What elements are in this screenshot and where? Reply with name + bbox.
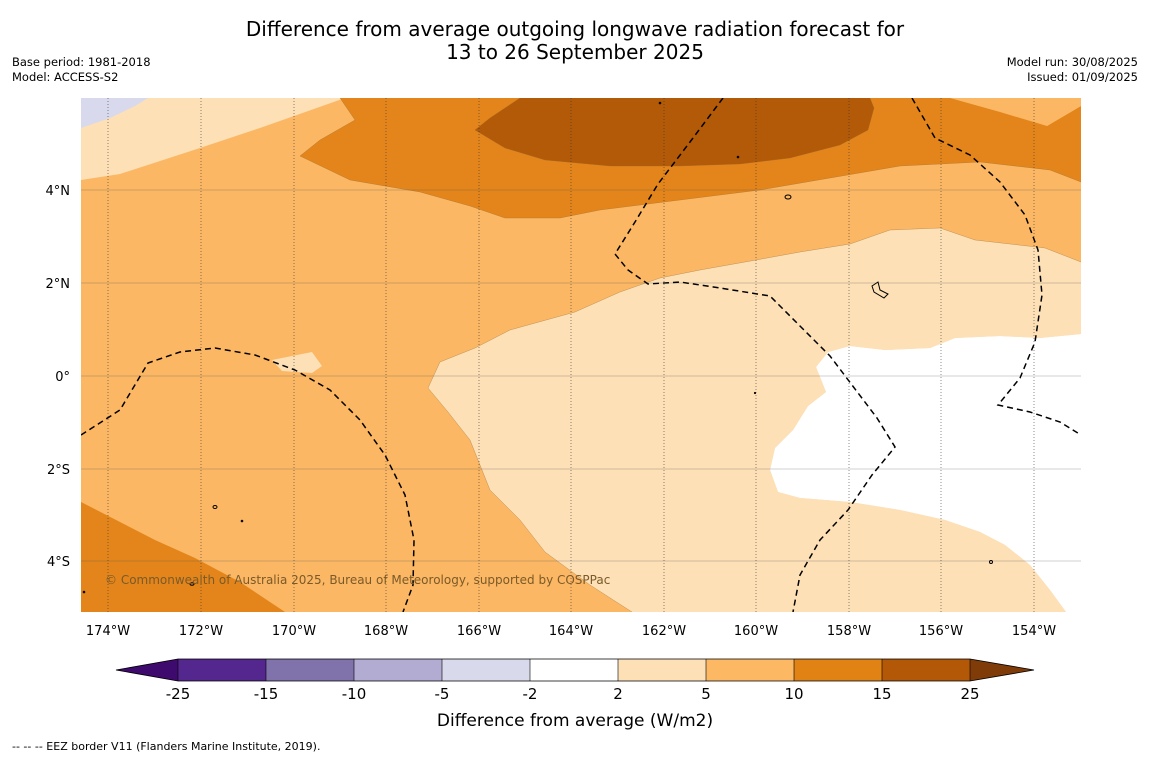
colorbar-segment bbox=[442, 659, 530, 681]
colorbar-segment bbox=[178, 659, 266, 681]
colorbar-segment bbox=[530, 659, 618, 681]
colorbar-tick: -5 bbox=[435, 685, 450, 703]
latitude-labels: 4°N 2°N 0° 2°S 4°S bbox=[46, 184, 71, 570]
colorbar-tick: -10 bbox=[342, 685, 367, 703]
colorbar-segment bbox=[618, 659, 706, 681]
anomaly-15-25-core bbox=[475, 98, 874, 166]
lon-label: 170°W bbox=[272, 624, 316, 639]
meta-right: Model run: 30/08/2025 Issued: 01/09/2025 bbox=[1007, 55, 1138, 85]
anomaly-10-15-southwest bbox=[81, 502, 285, 612]
eez-borders bbox=[81, 98, 1081, 612]
title-line-2: 13 to 26 September 2025 bbox=[446, 40, 704, 64]
model-name: Model: ACCESS-S2 bbox=[12, 70, 119, 84]
colorbar-extend-low bbox=[116, 659, 178, 681]
lon-label: 160°W bbox=[734, 624, 778, 639]
lon-label: 174°W bbox=[86, 624, 130, 639]
colorbar-tick: 25 bbox=[960, 685, 979, 703]
colorbar-tick: 15 bbox=[872, 685, 891, 703]
lon-label: 172°W bbox=[179, 624, 223, 639]
lon-label: 162°W bbox=[642, 624, 686, 639]
lon-label: 154°W bbox=[1012, 624, 1056, 639]
lon-label: 168°W bbox=[364, 624, 408, 639]
colorbar-tick: 2 bbox=[613, 685, 623, 703]
anomaly-2-5-strip bbox=[81, 98, 250, 160]
colorbar-tick: -25 bbox=[166, 685, 191, 703]
colorbar-tick: 10 bbox=[784, 685, 803, 703]
model-run: Model run: 30/08/2025 bbox=[1006, 55, 1138, 69]
lat-label: 0° bbox=[55, 370, 70, 385]
map-plot-area: © Commonwealth of Australia 2025, Bureau… bbox=[81, 98, 1081, 612]
anomaly-2-5-patch bbox=[272, 352, 322, 373]
lon-label: 156°W bbox=[919, 624, 963, 639]
colorbar: -25 -15 -10 -5 -2 2 5 10 15 25 Differenc… bbox=[115, 658, 1035, 731]
issued-date: Issued: 01/09/2025 bbox=[1027, 70, 1138, 84]
lon-label: 158°W bbox=[827, 624, 871, 639]
title-line-1: Difference from average outgoing longwav… bbox=[245, 17, 905, 41]
graticule bbox=[81, 189, 1081, 562]
lon-label: 164°W bbox=[549, 624, 593, 639]
colorbar-tick: -15 bbox=[254, 685, 279, 703]
lat-label: 2°N bbox=[46, 277, 71, 292]
anomaly-negative-northwest bbox=[81, 98, 148, 128]
lon-label: 166°W bbox=[457, 624, 501, 639]
colorbar-segment bbox=[354, 659, 442, 681]
eez-legend-note: -- -- -- EEZ border V11 (Flanders Marine… bbox=[12, 740, 321, 753]
lat-label: 2°S bbox=[47, 463, 70, 478]
islands bbox=[82, 101, 993, 594]
colorbar-tick: 5 bbox=[701, 685, 711, 703]
chart-title: Difference from average outgoing longwav… bbox=[0, 18, 1150, 64]
colorbar-segment bbox=[882, 659, 970, 681]
longitude-labels: 174°W 172°W 170°W 168°W 166°W 164°W 162°… bbox=[86, 624, 1056, 639]
colorbar-segment bbox=[794, 659, 882, 681]
colorbar-extend-high bbox=[970, 659, 1034, 681]
colorbar-label: Difference from average (W/m2) bbox=[437, 711, 713, 731]
anomaly-neutral-east bbox=[770, 334, 1081, 612]
colorbar-tick: -2 bbox=[523, 685, 538, 703]
anomaly-5-10-northeast-corner bbox=[950, 98, 1081, 126]
anomaly-2-5-central bbox=[428, 228, 1081, 612]
base-period: Base period: 1981-2018 bbox=[12, 55, 151, 69]
lat-label: 4°N bbox=[46, 184, 71, 199]
copyright-text: © Commonwealth of Australia 2025, Bureau… bbox=[105, 573, 610, 587]
lat-label: 4°S bbox=[47, 555, 70, 570]
colorbar-segment bbox=[266, 659, 354, 681]
colorbar-segment bbox=[706, 659, 794, 681]
meta-left: Base period: 1981-2018 Model: ACCESS-S2 bbox=[12, 55, 151, 85]
